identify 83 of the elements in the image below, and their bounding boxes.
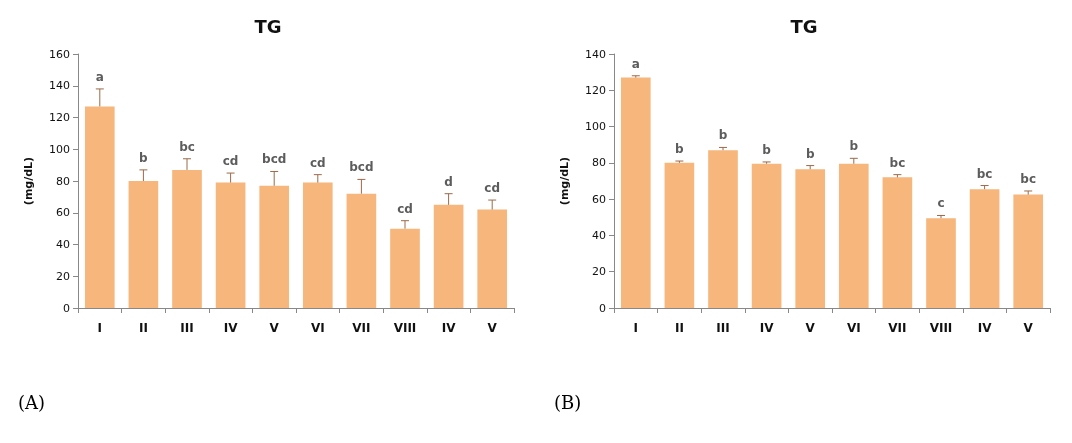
annotation: d [444, 174, 453, 189]
bar [259, 185, 290, 308]
y-tick-label: 120 [585, 83, 606, 97]
bar [433, 204, 464, 308]
y-tick-label: 40 [592, 228, 606, 242]
bar [926, 218, 956, 308]
x-tick-label: IV [441, 321, 457, 335]
annotation: cd [309, 155, 326, 170]
y-tick-label: 140 [49, 79, 70, 93]
y-tick-label: 120 [49, 111, 70, 124]
bar [172, 169, 202, 308]
annotation: cd [397, 201, 413, 216]
bar [620, 77, 651, 308]
x-tick-label: VIII [929, 321, 953, 335]
y-tick-label: 100 [585, 120, 606, 134]
y-tick-label: 60 [592, 192, 606, 206]
y-tick-label: 0 [599, 301, 606, 315]
x-tick-label: VIII [393, 321, 417, 335]
annotation: a [631, 56, 640, 71]
bar [795, 169, 826, 308]
x-tick-label: V [1023, 321, 1034, 335]
y-axis-title: (mg/dL) [558, 156, 571, 206]
text: (B) [554, 392, 583, 413]
annotation: c [937, 196, 945, 211]
annotation: a [95, 69, 104, 84]
annotation: bc [1020, 171, 1037, 186]
annotation: b [849, 139, 859, 154]
y-tick-label: 20 [56, 269, 70, 283]
y-tick-label: 40 [56, 238, 70, 251]
bar [390, 228, 420, 308]
bar [302, 182, 333, 308]
annotation: bcd [349, 160, 374, 175]
bar [664, 162, 695, 308]
x-tick-label: V [805, 321, 816, 335]
annotation: cd [222, 154, 239, 169]
x-tick-label: II [138, 321, 148, 335]
annotation: b [139, 150, 149, 165]
annotation: b [675, 142, 685, 157]
annotation: b [718, 128, 728, 143]
y-tick-label: 60 [56, 206, 70, 220]
bar [969, 189, 1000, 308]
bar [84, 106, 115, 308]
bar [215, 182, 246, 308]
y-axis-title: (mg/dL) [22, 156, 35, 206]
bar [751, 163, 782, 308]
bar [882, 177, 913, 308]
x-tick-label: VI [846, 321, 861, 335]
annotation: bc [179, 139, 195, 154]
y-tick-label: 160 [49, 47, 70, 61]
annotation: cd [484, 181, 501, 196]
x-tick-label: II [674, 321, 684, 335]
annotation: bc [889, 155, 906, 170]
y-tick-label: 0 [63, 301, 70, 315]
bar [346, 193, 377, 308]
annotation: bc [976, 166, 993, 181]
x-tick-label: V [487, 321, 498, 335]
annotation: b [762, 142, 772, 157]
bar [477, 209, 508, 308]
bar [708, 150, 738, 308]
annotation: bcd [262, 152, 287, 167]
x-tick-label: III [180, 321, 194, 335]
y-tick-label: 100 [49, 142, 70, 156]
x-tick-label: IV [977, 321, 993, 335]
bar [128, 181, 159, 308]
x-tick-label: I [97, 321, 103, 335]
y-tick-label: 80 [592, 156, 606, 170]
chart-title: TG [254, 15, 282, 37]
x-tick-label: VII [352, 321, 371, 335]
x-tick-label: IV [223, 321, 239, 335]
bar [1013, 194, 1044, 308]
annotation: b [805, 146, 815, 161]
chart-title: TG [790, 15, 818, 37]
x-tick-label: I [633, 321, 639, 335]
text: (A) [18, 392, 47, 413]
x-tick-label: VII [888, 321, 907, 335]
y-tick-label: 20 [592, 265, 606, 279]
x-tick-label: IV [759, 321, 775, 335]
x-tick-label: V [269, 321, 280, 335]
bar [838, 163, 869, 308]
y-tick-label: 80 [56, 174, 70, 188]
x-tick-label: III [716, 321, 730, 335]
y-tick-label: 140 [585, 47, 606, 61]
x-tick-label: VI [310, 321, 325, 335]
